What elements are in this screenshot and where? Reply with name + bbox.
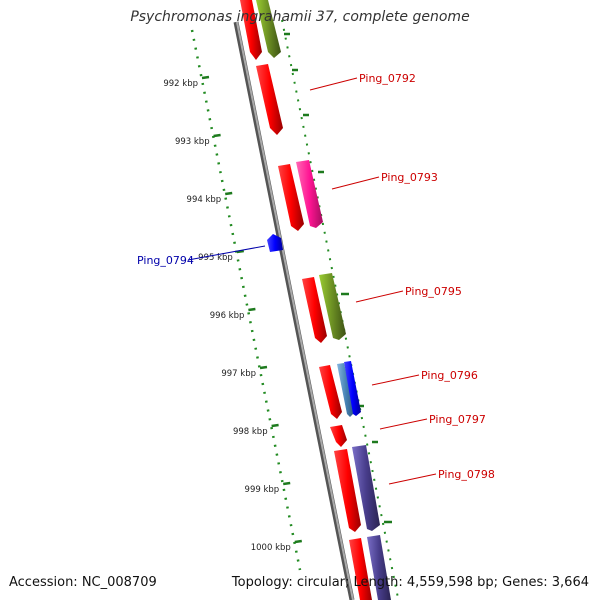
ruler-ticks: 992 kbp 993 kbp 994 kbp 995 kbp 996 kbp 997 k… xyxy=(163,75,302,553)
gene-feature[interactable] xyxy=(367,535,391,600)
ruler-tick-label: 995 kbp xyxy=(198,253,233,263)
ruler-tick-label: 992 kbp xyxy=(163,79,198,89)
genome-summary: Topology: circular; Length: 4,559,598 bp… xyxy=(231,575,589,590)
gene-label-ping-0793[interactable]: Ping_0793 xyxy=(381,171,438,184)
gene-feature-cog-purple[interactable] xyxy=(352,445,380,531)
ruler-tick-mark xyxy=(259,365,268,370)
ruler-tick-label: 993 kbp xyxy=(175,137,210,147)
gene-feature[interactable] xyxy=(349,538,372,600)
gene-feature-ping-0796[interactable] xyxy=(319,365,342,419)
gene-label-ping-0796[interactable]: Ping_0796 xyxy=(421,369,478,382)
gene-feature-ping-0798[interactable] xyxy=(334,449,361,532)
label-leader-lines xyxy=(187,77,437,485)
gene-label-ping-0792[interactable]: Ping_0792 xyxy=(359,72,416,85)
ruler-tick-label: 997 kbp xyxy=(221,369,256,379)
gene-feature-cog-green[interactable] xyxy=(319,273,346,340)
ruler-tick-label: 999 kbp xyxy=(245,485,280,495)
gene-feature-cog-lightblue[interactable] xyxy=(337,363,355,417)
ruler-tick-mark xyxy=(283,481,291,486)
ruler-tick-label: 1000 kbp xyxy=(251,543,291,553)
ruler-tick-mark xyxy=(271,423,279,428)
gene-feature[interactable] xyxy=(256,0,281,58)
gene-label-ping-0794[interactable]: Ping_0794 xyxy=(137,254,194,267)
map-title: Psychromonas ingrahamii 37, complete gen… xyxy=(130,9,470,25)
gene-feature-ping-0793[interactable] xyxy=(278,164,304,231)
ruler-tick-label: 996 kbp xyxy=(210,311,245,321)
ruler-tick-mark xyxy=(213,133,221,138)
ruler-tick-label: 998 kbp xyxy=(233,427,268,437)
ruler-tick-mark xyxy=(201,75,210,80)
ruler-tick-mark xyxy=(236,249,244,254)
gene-feature[interactable] xyxy=(240,0,262,60)
gene-feature-ping-0792[interactable] xyxy=(256,64,283,135)
gene-feature-cog-pink[interactable] xyxy=(296,160,323,228)
ruler-track xyxy=(190,29,302,571)
gene-feature-ping-0795[interactable] xyxy=(302,277,327,343)
ruler-tick-mark xyxy=(294,539,302,544)
gene-feature-ping-0794[interactable] xyxy=(267,234,283,252)
gene-label-ping-0795[interactable]: Ping_0795 xyxy=(405,285,462,298)
ruler-tick-mark xyxy=(248,307,256,312)
gene-feature-cog-blue[interactable] xyxy=(344,361,361,416)
outer-track-ticks xyxy=(284,32,392,524)
gene-labels: Ping_0792 Ping_0793 Ping_0794 Ping_0795 … xyxy=(137,72,495,481)
gene-feature-ping-0797[interactable] xyxy=(330,425,347,447)
accession-label: Accession: NC_008709 xyxy=(9,575,157,590)
gene-label-ping-0797[interactable]: Ping_0797 xyxy=(429,413,486,426)
gene-label-ping-0798[interactable]: Ping_0798 xyxy=(438,468,495,481)
gene-features xyxy=(240,0,391,600)
ruler-tick-mark xyxy=(225,191,233,196)
ruler-tick-label: 994 kbp xyxy=(187,195,222,205)
